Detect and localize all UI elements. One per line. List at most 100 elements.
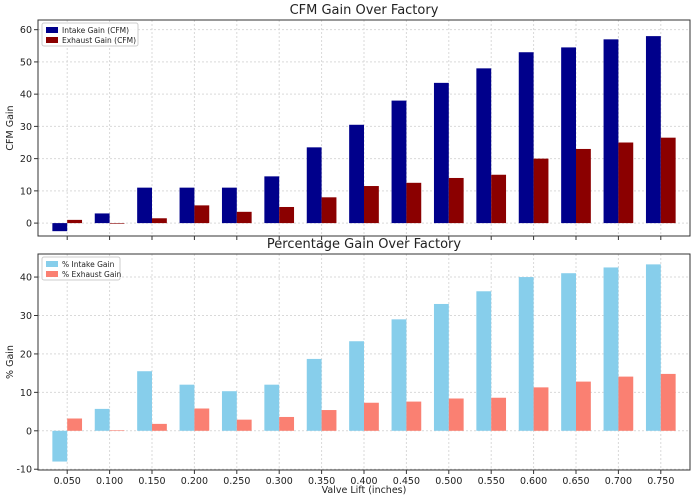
bar-exhaust-gain-cfm-0.650 — [576, 148, 591, 224]
legend-swatch — [46, 27, 58, 33]
plot-area-frame — [37, 253, 691, 471]
legend-box — [41, 256, 121, 281]
bar-exhaust-gain-cfm-0.450 — [406, 182, 422, 224]
bar-intake-gain-0.050 — [52, 430, 68, 462]
bar-exhaust-gain-cfm-0.200 — [194, 205, 210, 224]
bar-exhaust-gain-0.450 — [406, 401, 422, 431]
y-axis-label: CFM Gain — [5, 105, 16, 150]
bar-exhaust-gain-cfm-0.400 — [364, 186, 379, 224]
legend-swatch — [46, 271, 58, 277]
bar-exhaust-gain-0.700 — [618, 376, 634, 431]
bar-intake-gain-cfm-0.700 — [603, 39, 619, 224]
chart-panel-1: 0 10 20 30 40 50 60 CFM Gain Over Factory CFM Ga… — [5, 3, 691, 240]
bar-intake-gain-cfm-0.400 — [349, 124, 364, 224]
x-tick-label: 0.350 — [308, 476, 335, 487]
y-tick-label: 20 — [20, 349, 32, 360]
x-tick-label: 0.150 — [138, 476, 165, 487]
y-tick-label: 40 — [20, 273, 32, 284]
bar-intake-gain-0.700 — [603, 267, 619, 431]
legend-swatch — [46, 261, 58, 267]
x-tick-label: 0.450 — [393, 476, 420, 487]
x-tick-label: 0.650 — [562, 476, 589, 487]
bar-intake-gain-cfm-0.050 — [52, 223, 68, 232]
bar-exhaust-gain-0.550 — [491, 397, 507, 431]
bar-intake-gain-0.300 — [264, 384, 280, 431]
bar-intake-gain-0.100 — [94, 408, 110, 431]
bar-intake-gain-0.550 — [476, 291, 492, 431]
x-tick-label: 0.750 — [647, 476, 674, 487]
x-tick-label: 0.700 — [605, 476, 632, 487]
x-tick-label: 0.050 — [54, 476, 81, 487]
y-tick-label: -10 — [16, 465, 32, 476]
bar-exhaust-gain-cfm-0.700 — [618, 142, 634, 224]
bar-intake-gain-cfm-0.300 — [264, 176, 280, 224]
x-tick-label: 0.250 — [223, 476, 250, 487]
bar-exhaust-gain-0.100 — [109, 430, 125, 432]
bar-exhaust-gain-cfm-0.500 — [448, 177, 464, 224]
bar-exhaust-gain-0.400 — [364, 402, 379, 431]
y-tick-label: 50 — [20, 57, 32, 68]
bar-exhaust-gain-0.250 — [236, 419, 252, 431]
bar-exhaust-gain-cfm-0.100 — [109, 223, 125, 224]
bar-exhaust-gain-0.600 — [533, 387, 549, 431]
bar-intake-gain-0.600 — [518, 277, 534, 431]
legend-swatch — [46, 37, 58, 43]
y-tick-label: 30 — [20, 311, 32, 322]
y-tick-label: 10 — [20, 186, 32, 197]
y-tick-label: 10 — [20, 388, 32, 399]
bar-exhaust-gain-0.500 — [448, 398, 464, 431]
x-axis-label: Valve Lift (inches) — [322, 485, 407, 495]
bar-intake-gain-cfm-0.150 — [137, 187, 152, 224]
bar-exhaust-gain-cfm-0.250 — [236, 211, 252, 224]
bar-intake-gain-0.400 — [349, 341, 364, 431]
bar-exhaust-gain-cfm-0.350 — [321, 197, 337, 224]
bar-intake-gain-cfm-0.200 — [179, 187, 195, 224]
bar-intake-gain-cfm-0.600 — [518, 52, 534, 224]
bar-intake-gain-0.450 — [391, 319, 407, 431]
x-tick-label: 0.300 — [266, 476, 293, 487]
x-tick-label: 0.200 — [181, 476, 208, 487]
bar-exhaust-gain-cfm-0.550 — [491, 174, 507, 224]
x-tick-label: 0.600 — [520, 476, 547, 487]
bar-intake-gain-cfm-0.750 — [645, 36, 661, 224]
bar-intake-gain-cfm-0.350 — [306, 147, 322, 224]
bar-intake-gain-cfm-0.250 — [221, 187, 237, 224]
bar-exhaust-gain-0.350 — [321, 410, 337, 431]
bar-intake-gain-cfm-0.650 — [561, 47, 576, 224]
bar-exhaust-gain-cfm-0.600 — [533, 158, 549, 224]
bar-intake-gain-0.650 — [561, 273, 576, 431]
legend-label: % Exhaust Gain — [62, 270, 122, 279]
bar-intake-gain-0.200 — [179, 384, 195, 431]
bar-exhaust-gain-0.150 — [152, 423, 167, 431]
y-axis-label: % Gain — [5, 345, 16, 379]
legend-label: Intake Gain (CFM) — [62, 26, 129, 35]
bar-intake-gain-0.750 — [645, 264, 661, 431]
x-tick-label: 0.550 — [478, 476, 505, 487]
legend-label: % Intake Gain — [62, 260, 115, 269]
bar-exhaust-gain-0.200 — [194, 408, 210, 431]
y-tick-label: 40 — [20, 90, 32, 101]
bar-exhaust-gain-cfm-0.050 — [67, 219, 83, 224]
bar-intake-gain-0.250 — [221, 391, 237, 431]
bar-intake-gain-0.500 — [433, 303, 449, 431]
chart-title: Percentage Gain Over Factory — [267, 237, 461, 252]
x-tick-label: 0.100 — [96, 476, 123, 487]
y-tick-label: 60 — [20, 25, 32, 36]
plot-area-frame — [37, 19, 691, 237]
y-tick-label: 20 — [20, 154, 32, 165]
bar-intake-gain-0.350 — [306, 358, 322, 431]
legend-label: Exhaust Gain (CFM) — [62, 36, 136, 45]
bar-intake-gain-cfm-0.550 — [476, 68, 492, 224]
bar-intake-gain-cfm-0.500 — [433, 82, 449, 224]
bar-intake-gain-cfm-0.100 — [94, 213, 110, 224]
y-tick-label: 0 — [26, 426, 32, 437]
bar-exhaust-gain-cfm-0.750 — [660, 137, 676, 224]
x-tick-label: 0.400 — [350, 476, 377, 487]
bar-exhaust-gain-0.050 — [67, 418, 83, 431]
y-tick-label: 30 — [20, 122, 32, 133]
y-tick-label: 0 — [26, 219, 32, 230]
bar-exhaust-gain-0.750 — [660, 373, 676, 431]
bar-exhaust-gain-0.650 — [576, 381, 591, 431]
